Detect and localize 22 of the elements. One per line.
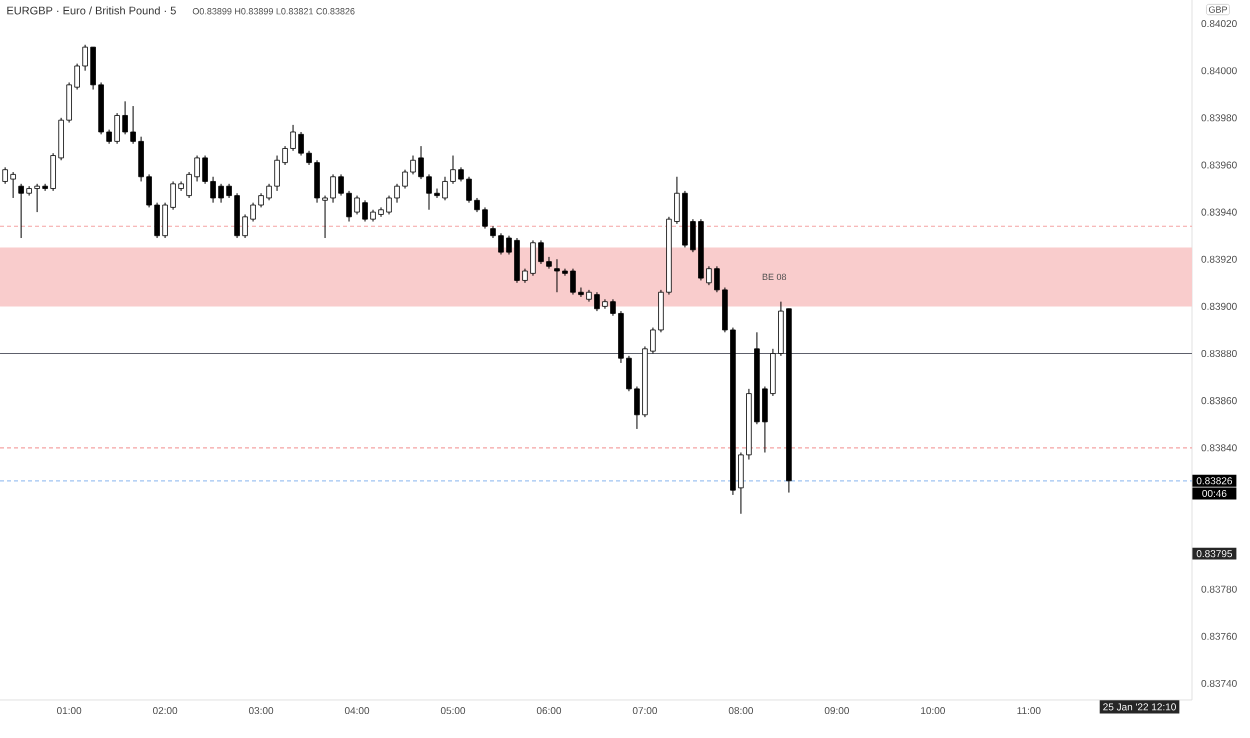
candlestick — [570, 268, 576, 296]
candlestick — [442, 176, 448, 201]
candlestick — [554, 258, 560, 293]
candlestick — [482, 206, 488, 230]
candlestick — [330, 173, 336, 204]
candlestick — [530, 239, 536, 277]
candlestick — [10, 171, 16, 199]
candlestick — [234, 192, 240, 239]
candlestick — [354, 195, 360, 215]
candlestick — [274, 155, 280, 192]
candlestick — [18, 183, 24, 239]
candlestick — [218, 183, 224, 204]
candlestick — [314, 159, 320, 204]
candlestick — [594, 291, 600, 312]
candlestick — [514, 237, 520, 284]
candlestick — [362, 199, 368, 223]
candlestick — [498, 232, 504, 256]
candlestick — [122, 100, 128, 135]
candlestick — [34, 183, 40, 213]
candlestick — [114, 112, 120, 145]
candlestick — [466, 176, 472, 204]
candlestick — [298, 131, 304, 157]
